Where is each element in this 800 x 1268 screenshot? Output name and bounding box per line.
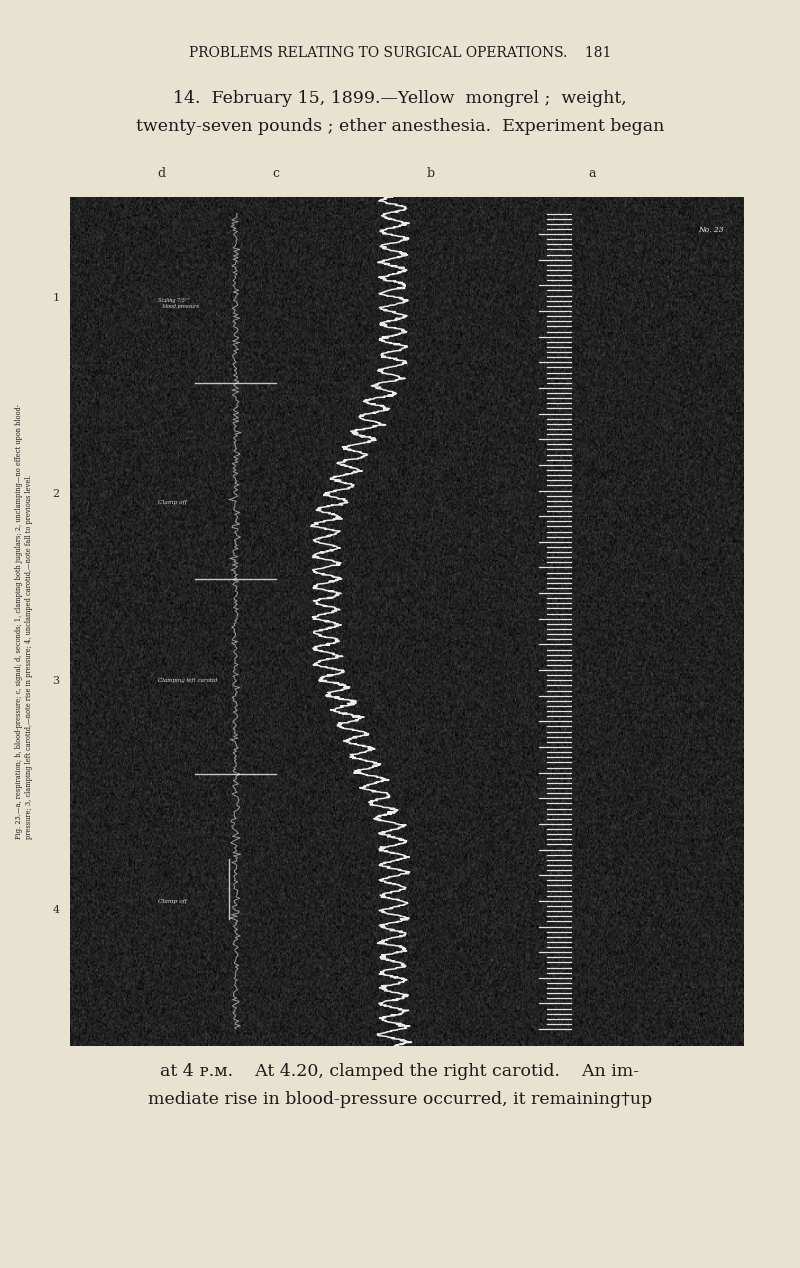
Text: at 4 ᴘ.ᴍ.    At 4.20, clamped the right carotid.    An im-: at 4 ᴘ.ᴍ. At 4.20, clamped the right car… bbox=[161, 1063, 639, 1080]
Text: Staling 7/5'''
   blood pressure: Staling 7/5''' blood pressure bbox=[158, 298, 199, 309]
Text: Fig. 23.—a, respiration; b, blood-pressure; c, signal; d, seconds; 1, clamping b: Fig. 23.—a, respiration; b, blood-pressu… bbox=[15, 403, 33, 839]
Text: 2: 2 bbox=[53, 489, 59, 498]
Text: 3: 3 bbox=[53, 676, 59, 686]
Text: b: b bbox=[426, 167, 435, 180]
Text: PROBLEMS RELATING TO SURGICAL OPERATIONS.    181: PROBLEMS RELATING TO SURGICAL OPERATIONS… bbox=[189, 46, 611, 61]
Text: 14.  February 15, 1899.—Yellow  mongrel ;  weight,: 14. February 15, 1899.—Yellow mongrel ; … bbox=[173, 90, 627, 108]
Text: a: a bbox=[589, 167, 596, 180]
Text: Clamp off: Clamp off bbox=[158, 500, 187, 505]
Text: 1: 1 bbox=[53, 293, 59, 303]
Text: No. 23: No. 23 bbox=[698, 226, 724, 235]
Text: c: c bbox=[272, 167, 279, 180]
Text: twenty-seven pounds ; ether anesthesia.  Experiment began: twenty-seven pounds ; ether anesthesia. … bbox=[136, 118, 664, 136]
Text: 4: 4 bbox=[53, 905, 59, 915]
Text: d: d bbox=[158, 167, 166, 180]
Text: Clamp off: Clamp off bbox=[158, 899, 187, 904]
Text: mediate rise in blood-pressure occurred, it remaining†up: mediate rise in blood-pressure occurred,… bbox=[148, 1090, 652, 1108]
Text: Clamping left carotid: Clamping left carotid bbox=[158, 678, 218, 683]
